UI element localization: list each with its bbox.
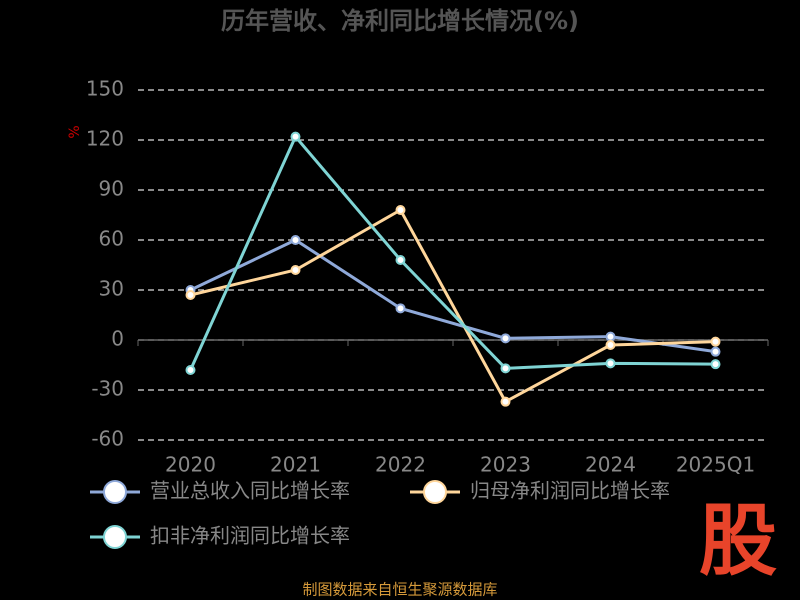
legend-label: 营业总收入同比增长率 — [150, 479, 350, 503]
data-point — [290, 265, 301, 275]
x-tick-label: 2023 — [480, 453, 531, 477]
source-note: 制图数据来自恒生聚源数据库 — [302, 581, 497, 599]
data-point — [605, 358, 616, 369]
legend-marker — [103, 480, 127, 504]
x-tick-label: 2024 — [585, 453, 636, 477]
series-line — [190, 207, 716, 404]
watermark-logo: 股 — [699, 496, 777, 586]
chart-title: 历年营收、净利同比增长情况(%) — [221, 7, 579, 35]
legend-label: 扣非净利润同比增长率 — [150, 524, 350, 548]
data-point — [290, 131, 301, 142]
data-point — [710, 336, 721, 347]
data-point — [710, 359, 721, 370]
data-point — [395, 255, 406, 265]
y-tick-label: -30 — [91, 377, 124, 401]
data-point — [395, 205, 406, 215]
y-axis-label: % — [67, 125, 83, 138]
series-line — [189, 133, 716, 371]
data-point — [605, 340, 616, 350]
legend-marker — [103, 525, 127, 549]
legend-marker — [423, 480, 447, 504]
data-point — [185, 365, 196, 375]
data-point — [500, 333, 511, 344]
data-point — [185, 290, 196, 300]
y-tick-label: 120 — [86, 127, 124, 151]
x-tick-label: 2022 — [375, 453, 426, 477]
y-tick-label: -60 — [91, 427, 124, 451]
y-tick-label: 60 — [99, 227, 124, 251]
y-tick-label: 0 — [111, 327, 124, 351]
data-point — [500, 363, 511, 374]
legend-label: 归母净利润同比增长率 — [470, 479, 670, 503]
data-point — [710, 346, 721, 357]
y-tick-label: 90 — [99, 177, 124, 201]
x-tick-label: 2021 — [270, 453, 321, 477]
data-point — [605, 331, 616, 342]
x-tick-label: 2020 — [165, 453, 216, 477]
y-tick-label: 30 — [99, 277, 124, 301]
data-point — [395, 303, 406, 314]
x-tick-label: 2025Q1 — [676, 453, 755, 477]
data-point — [290, 235, 301, 245]
series-line — [189, 238, 716, 354]
data-point — [500, 396, 511, 407]
y-tick-label: 150 — [86, 77, 124, 101]
